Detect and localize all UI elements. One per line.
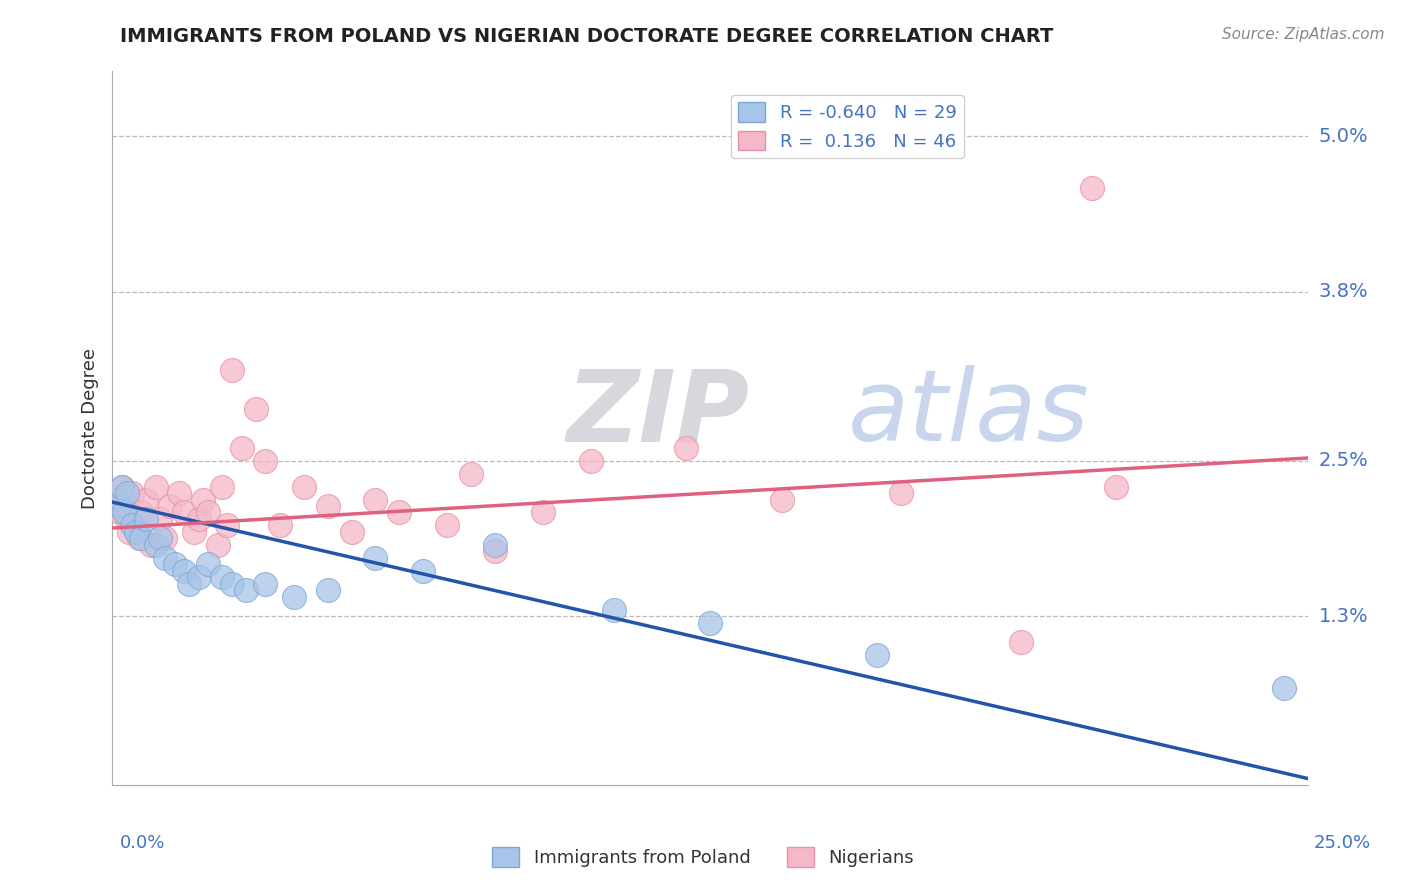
Point <box>531 506 554 520</box>
Point <box>316 583 339 598</box>
Point <box>866 648 889 663</box>
Point <box>231 441 253 455</box>
Point <box>149 532 172 546</box>
Point <box>197 506 219 520</box>
Legend: Immigrants from Poland, Nigerians: Immigrants from Poland, Nigerians <box>485 839 921 874</box>
Point <box>187 512 209 526</box>
Point <box>245 401 267 416</box>
Point <box>292 479 315 493</box>
Point <box>211 570 233 584</box>
Point <box>145 538 167 552</box>
Point <box>316 499 339 513</box>
Point <box>388 506 411 520</box>
Text: 3.8%: 3.8% <box>1319 283 1368 301</box>
Point <box>364 550 387 565</box>
Text: 5.0%: 5.0% <box>1319 127 1368 145</box>
Point <box>169 486 191 500</box>
Point <box>340 524 363 539</box>
Point <box>235 583 257 598</box>
Point <box>163 558 186 572</box>
Legend: R = -0.640   N = 29, R =  0.136   N = 46: R = -0.640 N = 29, R = 0.136 N = 46 <box>731 95 965 158</box>
Point <box>460 467 482 481</box>
Point <box>269 518 291 533</box>
Point <box>770 492 793 507</box>
Point <box>129 506 152 520</box>
Text: Source: ZipAtlas.com: Source: ZipAtlas.com <box>1222 27 1385 42</box>
Point <box>135 492 157 507</box>
Point <box>221 363 243 377</box>
Point <box>115 486 138 500</box>
Point <box>207 538 229 552</box>
Point <box>159 499 181 513</box>
Point <box>579 453 602 467</box>
Point <box>149 512 172 526</box>
Point <box>675 441 697 455</box>
Point <box>108 506 131 520</box>
Point <box>412 564 434 578</box>
Point <box>139 538 162 552</box>
Point <box>484 544 506 558</box>
Point <box>125 524 148 539</box>
Point <box>108 499 131 513</box>
Point <box>1105 479 1128 493</box>
Point <box>173 564 195 578</box>
Y-axis label: Doctorate Degree: Doctorate Degree <box>80 348 98 508</box>
Text: 2.5%: 2.5% <box>1319 451 1368 470</box>
Point <box>111 479 134 493</box>
Point <box>1081 181 1104 195</box>
Point <box>183 524 205 539</box>
Point <box>699 615 721 630</box>
Point <box>254 453 277 467</box>
Point <box>283 590 305 604</box>
Point <box>193 492 215 507</box>
Point <box>364 492 387 507</box>
Point <box>254 577 277 591</box>
Point <box>1272 681 1295 695</box>
Text: IMMIGRANTS FROM POLAND VS NIGERIAN DOCTORATE DEGREE CORRELATION CHART: IMMIGRANTS FROM POLAND VS NIGERIAN DOCTO… <box>120 27 1053 45</box>
Point <box>187 570 209 584</box>
Point <box>114 499 135 513</box>
Point <box>484 538 506 552</box>
Point <box>1010 635 1032 649</box>
Point <box>221 577 243 591</box>
Point <box>125 518 148 533</box>
Point <box>177 577 200 591</box>
Point <box>118 524 141 539</box>
Point <box>890 486 912 500</box>
Point <box>211 479 233 493</box>
Point <box>153 550 176 565</box>
Point <box>114 506 135 520</box>
Point <box>129 532 152 546</box>
Point <box>173 506 195 520</box>
Point <box>121 518 143 533</box>
Text: 1.3%: 1.3% <box>1319 607 1368 626</box>
Point <box>121 486 143 500</box>
Point <box>217 518 239 533</box>
Text: 25.0%: 25.0% <box>1313 834 1371 852</box>
Text: atlas: atlas <box>848 366 1090 462</box>
Text: 0.0%: 0.0% <box>120 834 165 852</box>
Point <box>115 512 138 526</box>
Point <box>105 492 128 507</box>
Point <box>153 532 176 546</box>
Point <box>135 512 157 526</box>
Point <box>603 603 626 617</box>
Point <box>145 479 167 493</box>
Point <box>111 479 134 493</box>
Point <box>197 558 219 572</box>
Point <box>436 518 458 533</box>
Point <box>128 532 150 546</box>
Text: ZIP: ZIP <box>567 366 749 462</box>
